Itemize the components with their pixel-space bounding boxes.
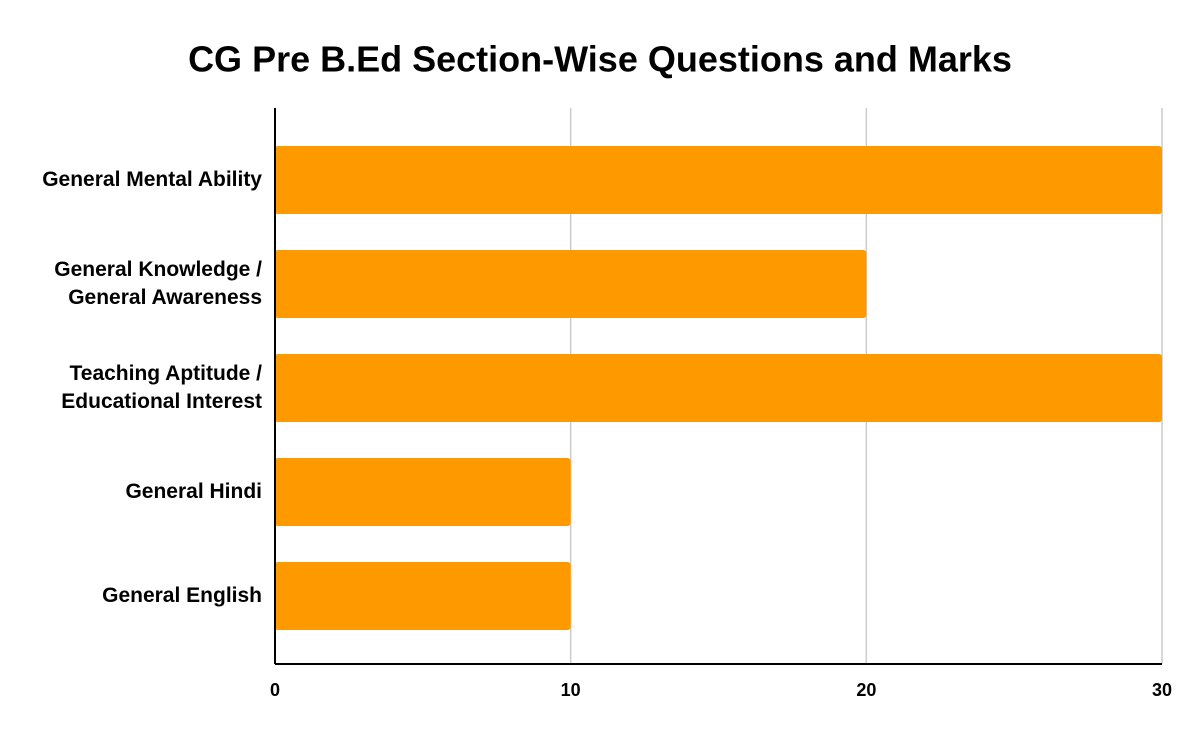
y-tick-label: General Hindi [125, 480, 262, 503]
y-tick-label: General English [102, 584, 262, 607]
y-tick-label: General Knowledge / General Awareness [54, 258, 262, 309]
x-tick-label: 20 [856, 680, 876, 700]
bar [275, 458, 571, 526]
bar [275, 250, 867, 318]
y-tick-label: Teaching Aptitude / Educational Interest [61, 362, 262, 413]
chart-title: CG Pre B.Ed Section-Wise Questions and M… [188, 39, 1012, 80]
bar [275, 354, 1162, 422]
y-tick-label: General Mental Ability [42, 168, 262, 191]
bar [275, 146, 1162, 214]
bar [275, 562, 571, 630]
x-tick-label: 30 [1152, 680, 1172, 700]
x-tick-label: 0 [270, 680, 280, 700]
x-tick-label: 10 [561, 680, 581, 700]
